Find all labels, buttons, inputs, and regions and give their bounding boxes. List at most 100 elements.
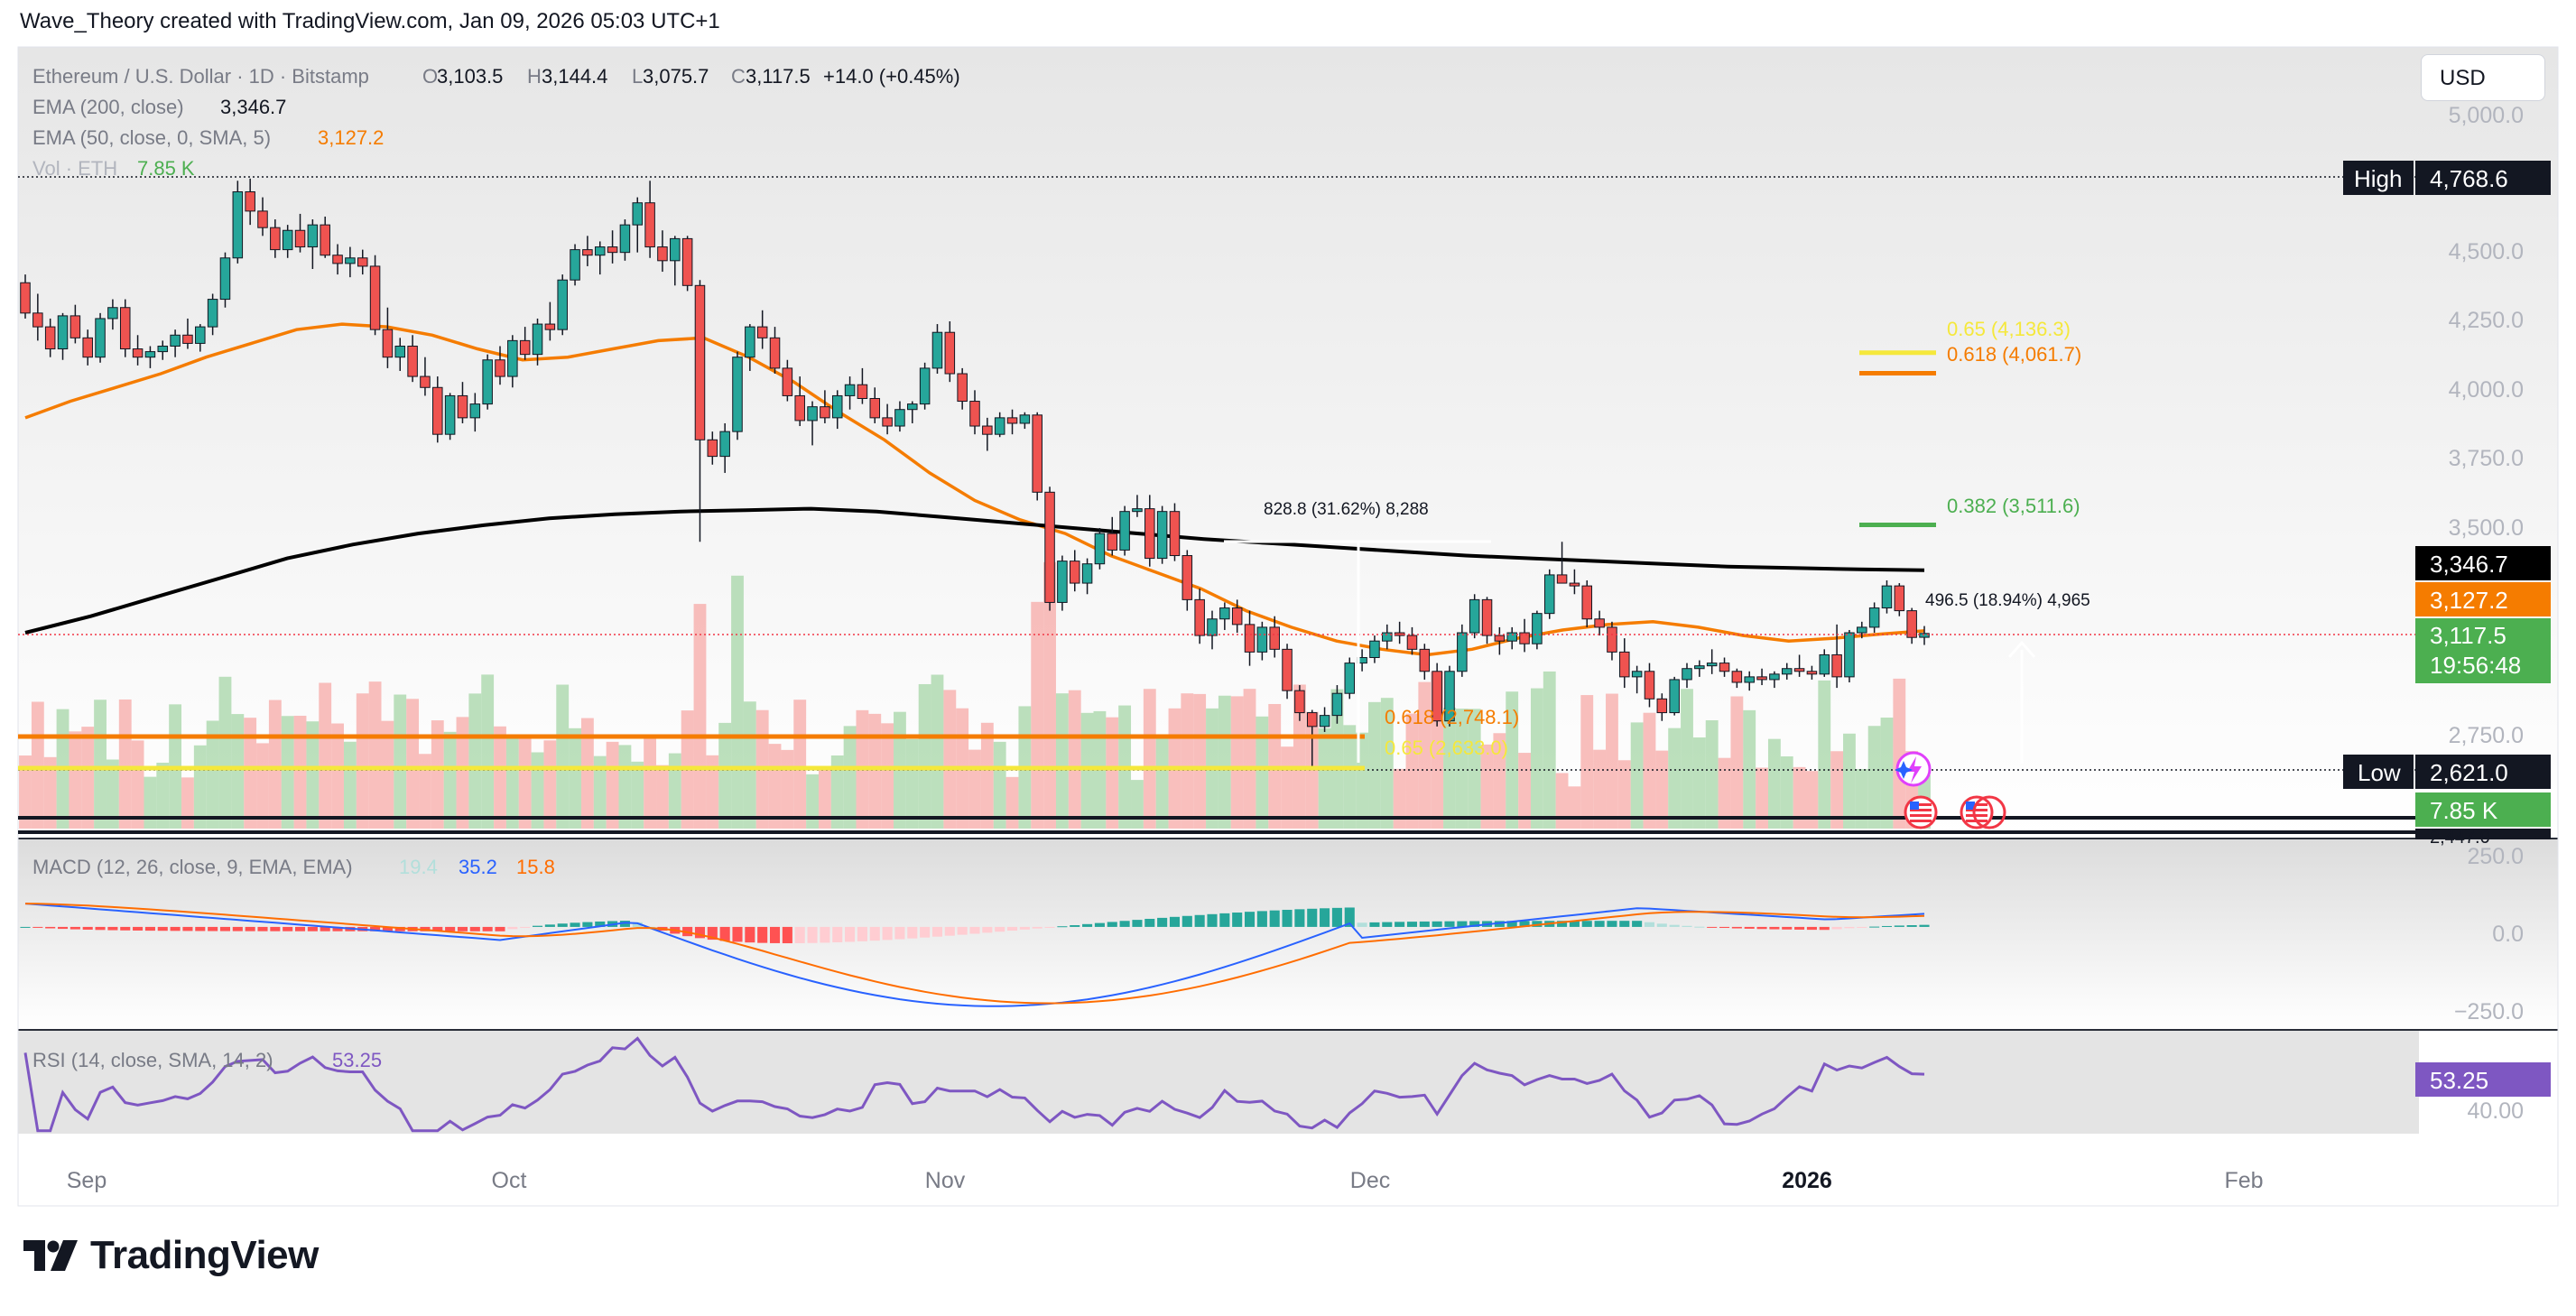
candle[interactable] — [644, 181, 655, 258]
candle[interactable] — [307, 219, 319, 269]
candle[interactable] — [420, 357, 431, 396]
candle[interactable] — [357, 249, 368, 275]
candle[interactable] — [1069, 550, 1080, 592]
candle[interactable] — [994, 412, 1005, 438]
candle[interactable] — [1132, 495, 1143, 517]
candle[interactable] — [95, 312, 106, 363]
candle[interactable] — [607, 230, 618, 264]
candle[interactable] — [1569, 569, 1580, 595]
candle[interactable] — [732, 351, 743, 440]
candle[interactable] — [1744, 671, 1755, 691]
candlestick-series[interactable] — [20, 178, 1930, 768]
price-axis[interactable]: 5,000.0 4,500.0 4,250.0 4,000.0 3,750.0 … — [2449, 103, 2524, 1124]
candle[interactable] — [894, 401, 905, 432]
candle[interactable] — [1244, 610, 1256, 666]
candle[interactable] — [1919, 626, 1930, 645]
candle[interactable] — [1631, 665, 1643, 694]
candle[interactable] — [157, 340, 169, 360]
rsi-pane[interactable] — [18, 1031, 2419, 1134]
candle[interactable] — [1857, 621, 1867, 639]
candle[interactable] — [1119, 505, 1130, 556]
candle[interactable] — [57, 312, 69, 360]
legend-ema50-label[interactable]: EMA (50, close, 0, SMA, 5) — [32, 126, 271, 149]
us-flag-icon[interactable] — [1960, 795, 2006, 829]
candle[interactable] — [1806, 665, 1818, 680]
candle[interactable] — [207, 293, 218, 336]
candle[interactable] — [369, 255, 381, 336]
candle[interactable] — [1594, 610, 1605, 636]
candle[interactable] — [681, 236, 693, 292]
candle[interactable] — [44, 318, 56, 357]
candle[interactable] — [1868, 602, 1880, 634]
candle[interactable] — [1769, 671, 1780, 689]
candle[interactable] — [1107, 516, 1118, 556]
candle[interactable] — [820, 390, 830, 423]
time-axis[interactable]: Sep Oct Nov Dec 2026 Feb — [67, 1168, 2264, 1193]
candle[interactable] — [1207, 610, 1218, 650]
candle[interactable] — [919, 362, 931, 410]
candle[interactable] — [1231, 599, 1243, 634]
candle[interactable] — [1019, 412, 1031, 430]
candle[interactable] — [332, 244, 343, 275]
candle[interactable] — [182, 318, 193, 349]
candle[interactable] — [869, 387, 881, 423]
candle[interactable] — [394, 338, 406, 371]
candle[interactable] — [1731, 668, 1743, 689]
candle[interactable] — [1319, 707, 1330, 732]
candle[interactable] — [1506, 626, 1517, 650]
candle[interactable] — [1906, 607, 1917, 644]
candle[interactable] — [1481, 597, 1493, 644]
candle[interactable] — [1331, 685, 1343, 724]
candle[interactable] — [1306, 709, 1318, 768]
candle[interactable] — [1219, 602, 1230, 630]
candle[interactable] — [170, 329, 181, 357]
candle[interactable] — [219, 252, 231, 308]
candle[interactable] — [844, 376, 856, 410]
candle[interactable] — [1581, 580, 1593, 627]
candle[interactable] — [1706, 649, 1718, 674]
candle[interactable] — [1344, 657, 1356, 700]
candle[interactable] — [632, 197, 644, 253]
candle[interactable] — [557, 274, 568, 336]
candle[interactable] — [144, 346, 156, 368]
candle[interactable] — [245, 178, 255, 226]
candle[interactable] — [544, 301, 556, 341]
candle[interactable] — [831, 390, 843, 430]
candle[interactable] — [957, 367, 968, 410]
candle[interactable] — [1419, 644, 1431, 680]
candle[interactable] — [457, 382, 468, 423]
candle[interactable] — [32, 293, 43, 341]
candle[interactable] — [1256, 621, 1268, 661]
candle[interactable] — [882, 403, 893, 435]
candle[interactable] — [320, 216, 330, 258]
candle[interactable] — [1006, 409, 1018, 435]
candle[interactable] — [1144, 495, 1155, 567]
candle[interactable] — [1607, 621, 1617, 661]
candle[interactable] — [495, 346, 505, 385]
candle[interactable] — [507, 335, 518, 388]
candle[interactable] — [1619, 638, 1630, 689]
candle[interactable] — [1756, 668, 1767, 686]
economic-event-icon[interactable] — [1895, 751, 1932, 787]
candle[interactable] — [195, 324, 206, 352]
candle[interactable] — [270, 219, 281, 258]
us-flag-icon[interactable] — [1904, 795, 1938, 829]
candle[interactable] — [444, 393, 456, 440]
chart-legend[interactable]: Ethereum / U.S. Dollar · 1D · Bitstamp O… — [32, 65, 960, 1071]
candle[interactable] — [694, 280, 706, 542]
candle[interactable] — [1644, 663, 1655, 708]
candle[interactable] — [907, 401, 918, 423]
candle[interactable] — [1694, 660, 1705, 677]
candle[interactable] — [1881, 580, 1893, 614]
candle[interactable] — [1044, 487, 1055, 611]
candle[interactable] — [1444, 665, 1455, 727]
candle[interactable] — [482, 354, 493, 410]
candle[interactable] — [119, 299, 131, 357]
candle[interactable] — [1781, 663, 1793, 680]
candle[interactable] — [1169, 503, 1181, 561]
candle[interactable] — [570, 244, 580, 286]
candle[interactable] — [382, 307, 394, 368]
candle[interactable] — [469, 393, 481, 432]
candle[interactable] — [944, 321, 956, 383]
legend-rsi-label[interactable]: RSI (14, close, SMA, 14, 2) — [32, 1049, 273, 1071]
